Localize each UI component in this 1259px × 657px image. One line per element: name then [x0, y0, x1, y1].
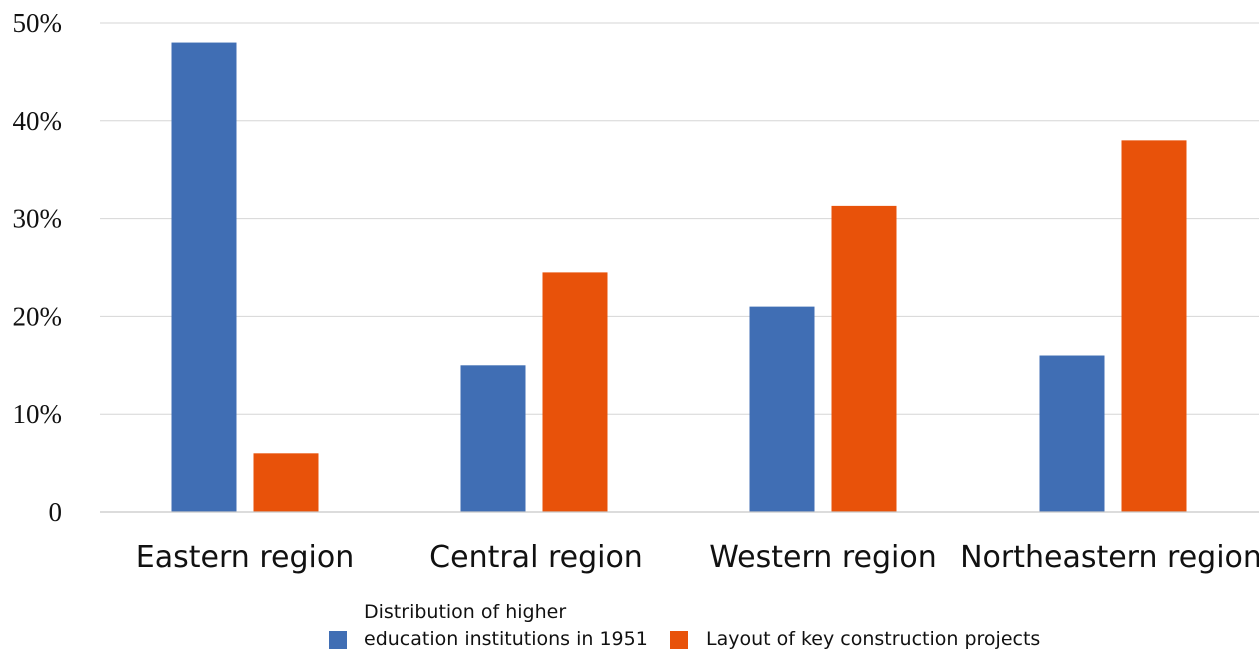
x-tick-label: Western region: [709, 540, 936, 575]
legend: Distribution of higher education institut…: [329, 601, 1040, 650]
y-tick-label: 10%: [13, 399, 63, 429]
x-axis-ticks: Eastern region Central region Western regi…: [136, 540, 1259, 575]
legend-label-higher-education: Distribution of higher: [364, 601, 566, 623]
bar-key-construction-3: [1121, 140, 1187, 513]
y-tick-label: 30%: [13, 204, 63, 234]
x-tick-label: Eastern region: [136, 540, 354, 575]
bar-higher-education-0: [171, 42, 237, 513]
bar-key-construction-1: [542, 272, 608, 512]
legend-swatch-key-construction: [670, 631, 688, 649]
legend-label-higher-education: education institutions in 1951: [364, 628, 648, 650]
bar-higher-education-3: [1039, 355, 1105, 512]
y-tick-label: 50%: [13, 8, 63, 38]
y-axis-ticks: 0 10% 20% 30% 40% 50%: [13, 8, 63, 527]
bar-key-construction-0: [253, 453, 319, 512]
bar-higher-education-2: [749, 306, 815, 512]
y-tick-label: 0: [49, 497, 63, 527]
bar-key-construction-2: [831, 205, 897, 513]
legend-label-key-construction: Layout of key construction projects: [706, 628, 1040, 650]
y-tick-label: 20%: [13, 301, 63, 331]
y-tick-label: 40%: [13, 106, 63, 136]
legend-swatch-higher-education: [329, 631, 347, 649]
x-tick-label: Northeastern region: [960, 540, 1259, 575]
x-tick-label: Central region: [429, 540, 643, 575]
bars: [171, 42, 1187, 513]
bar-higher-education-1: [460, 365, 526, 512]
